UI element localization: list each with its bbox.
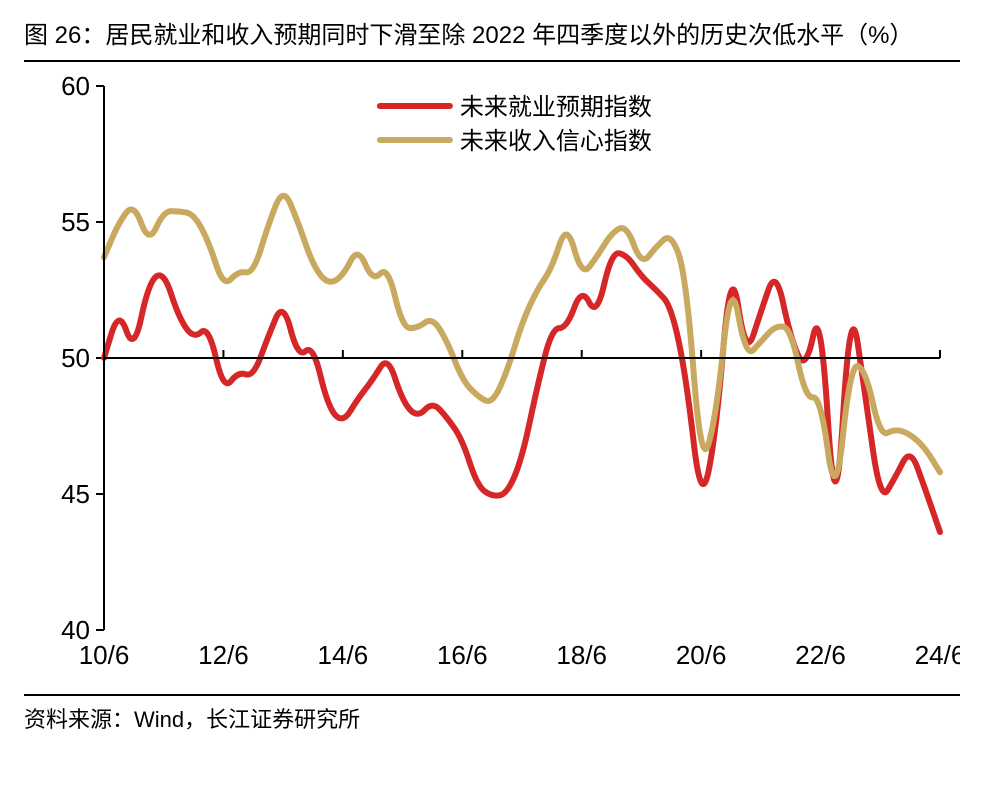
svg-text:未来收入信心指数: 未来收入信心指数: [460, 128, 652, 155]
line-chart: 404550556010/612/614/616/618/620/622/624…: [24, 66, 960, 686]
svg-text:22/6: 22/6: [795, 640, 846, 670]
chart-source: 资料来源：Wind，长江证券研究所: [24, 702, 960, 734]
svg-text:24/6: 24/6: [915, 640, 960, 670]
svg-text:20/6: 20/6: [676, 640, 727, 670]
chart-title: 图 26：居民就业和收入预期同时下滑至除 2022 年四季度以外的历史次低水平（…: [24, 18, 960, 54]
svg-text:10/6: 10/6: [79, 640, 130, 670]
svg-text:14/6: 14/6: [318, 640, 369, 670]
svg-text:未来就业预期指数: 未来就业预期指数: [460, 94, 652, 121]
footer-divider: [24, 694, 960, 696]
svg-text:50: 50: [61, 343, 90, 373]
svg-text:16/6: 16/6: [437, 640, 488, 670]
svg-text:45: 45: [61, 479, 90, 509]
svg-text:55: 55: [61, 207, 90, 237]
title-divider: [24, 60, 960, 62]
svg-text:60: 60: [61, 71, 90, 101]
svg-text:18/6: 18/6: [556, 640, 607, 670]
svg-text:12/6: 12/6: [198, 640, 249, 670]
